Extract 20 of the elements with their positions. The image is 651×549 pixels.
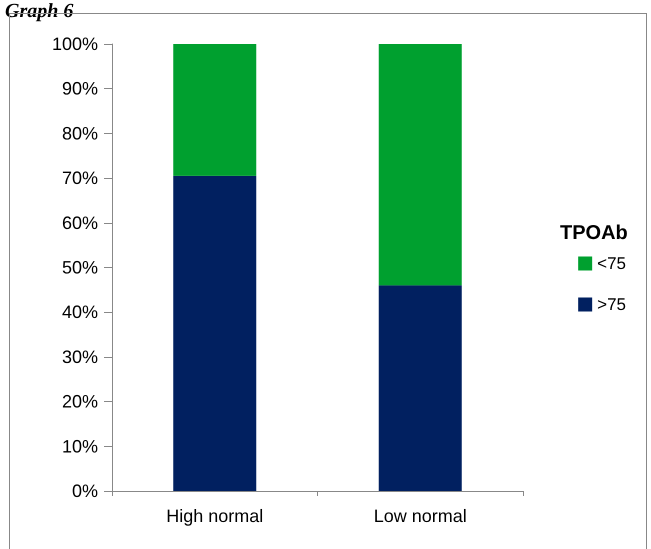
- y-tick-label: 20%: [62, 392, 98, 412]
- y-tick-label: 40%: [62, 302, 98, 322]
- legend-label: >75: [597, 295, 626, 314]
- y-tick-label: 70%: [62, 168, 98, 188]
- y-tick-label: 80%: [62, 123, 98, 144]
- legend-title: TPOAb: [560, 222, 628, 244]
- y-tick-label: 60%: [62, 212, 98, 233]
- y-tick-label: 90%: [62, 78, 98, 99]
- bar: [378, 285, 462, 491]
- bar: [173, 44, 256, 176]
- y-tick-label: 100%: [52, 34, 98, 54]
- y-tick-label: 30%: [62, 346, 98, 367]
- x-tick-label: Low normal: [374, 506, 467, 526]
- x-tick-label: High normal: [166, 506, 264, 526]
- bar: [173, 176, 256, 491]
- bar: [378, 44, 462, 286]
- y-tick-label: 50%: [62, 258, 98, 278]
- legend-label: <75: [597, 254, 626, 273]
- y-tick-label: 0%: [72, 481, 98, 501]
- y-tick-label: 10%: [62, 436, 98, 456]
